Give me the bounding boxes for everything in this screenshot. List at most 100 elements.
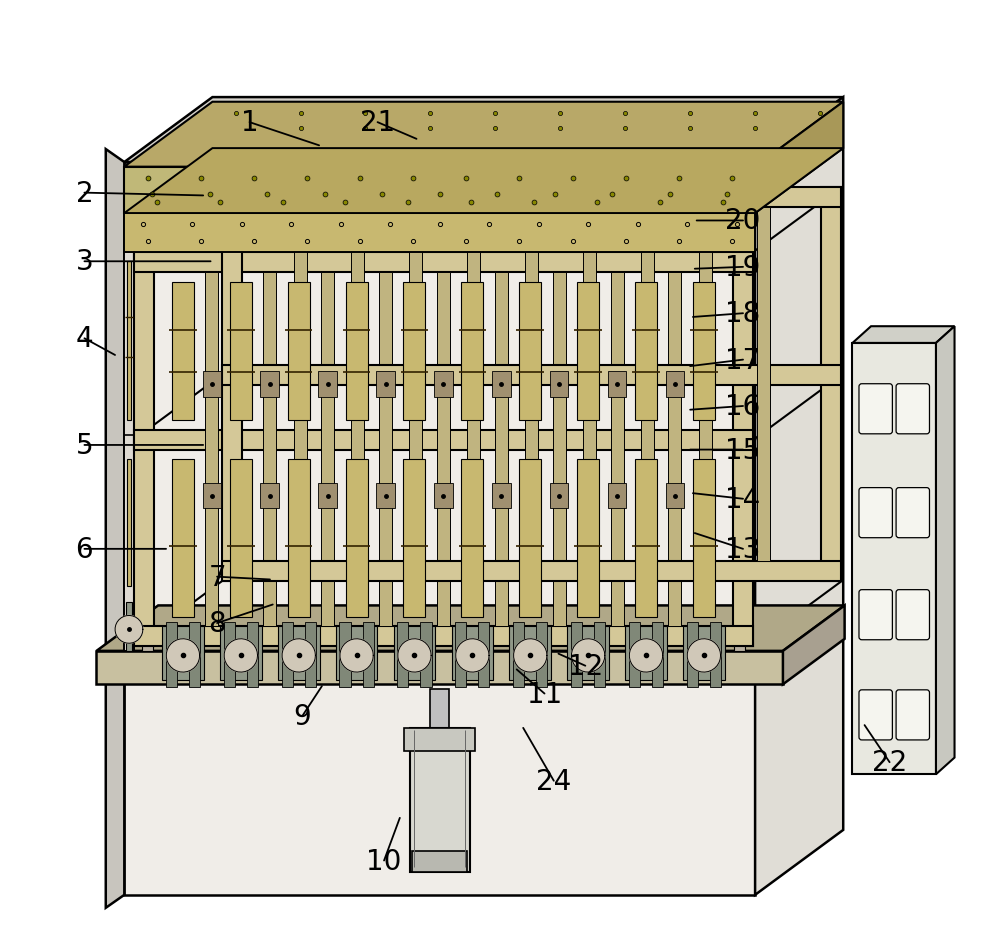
Polygon shape xyxy=(134,252,753,273)
Bar xyxy=(224,623,235,688)
Bar xyxy=(142,647,153,651)
Polygon shape xyxy=(346,282,368,421)
Bar xyxy=(165,647,176,651)
Polygon shape xyxy=(224,639,258,673)
Polygon shape xyxy=(577,460,599,617)
Polygon shape xyxy=(340,639,373,673)
Polygon shape xyxy=(134,626,753,647)
Bar xyxy=(305,623,316,688)
FancyBboxPatch shape xyxy=(859,384,892,434)
Polygon shape xyxy=(166,639,200,673)
FancyBboxPatch shape xyxy=(896,690,929,741)
Polygon shape xyxy=(495,273,508,626)
Polygon shape xyxy=(294,208,307,561)
Polygon shape xyxy=(699,208,712,561)
Bar xyxy=(625,626,667,680)
Text: 17: 17 xyxy=(725,346,761,374)
Polygon shape xyxy=(222,561,841,582)
Text: 4: 4 xyxy=(76,325,93,353)
Text: 19: 19 xyxy=(725,253,761,281)
Bar xyxy=(683,626,725,680)
Bar xyxy=(282,623,293,688)
Polygon shape xyxy=(783,606,845,685)
Polygon shape xyxy=(134,431,753,451)
Bar xyxy=(478,623,489,688)
Bar xyxy=(710,623,721,688)
Bar xyxy=(550,372,568,398)
Bar xyxy=(608,483,626,509)
Bar xyxy=(550,483,568,509)
Polygon shape xyxy=(611,273,624,626)
Polygon shape xyxy=(282,639,315,673)
Bar xyxy=(376,483,395,509)
Bar xyxy=(594,623,605,688)
Bar xyxy=(404,728,475,752)
Bar xyxy=(376,372,395,398)
Bar xyxy=(412,851,467,871)
Bar xyxy=(126,603,132,651)
Text: 18: 18 xyxy=(725,300,761,328)
Polygon shape xyxy=(124,167,755,213)
Polygon shape xyxy=(583,208,596,561)
Polygon shape xyxy=(321,273,334,626)
Bar xyxy=(608,372,626,398)
Text: 5: 5 xyxy=(76,432,93,459)
Text: 21: 21 xyxy=(360,109,395,137)
Bar xyxy=(166,623,177,688)
Text: 2: 2 xyxy=(76,179,93,208)
Polygon shape xyxy=(693,282,715,421)
Bar xyxy=(247,623,258,688)
Bar xyxy=(318,483,337,509)
Text: 1: 1 xyxy=(241,109,258,137)
Bar xyxy=(492,372,511,398)
Bar xyxy=(687,623,698,688)
Polygon shape xyxy=(936,327,955,774)
Polygon shape xyxy=(467,208,480,561)
Text: 10: 10 xyxy=(366,846,402,874)
Bar xyxy=(629,623,640,688)
Polygon shape xyxy=(461,460,483,617)
FancyBboxPatch shape xyxy=(859,690,892,741)
Text: 6: 6 xyxy=(76,535,93,563)
Polygon shape xyxy=(572,639,605,673)
Polygon shape xyxy=(222,366,841,386)
Bar xyxy=(452,626,493,680)
FancyBboxPatch shape xyxy=(859,590,892,640)
Polygon shape xyxy=(222,187,841,208)
Bar xyxy=(162,626,204,680)
Bar xyxy=(278,626,320,680)
Text: 16: 16 xyxy=(725,393,761,420)
Bar xyxy=(189,623,200,688)
Polygon shape xyxy=(437,273,450,626)
Polygon shape xyxy=(124,103,843,167)
Polygon shape xyxy=(124,98,843,162)
Polygon shape xyxy=(127,262,131,421)
Text: 3: 3 xyxy=(76,248,93,276)
Bar xyxy=(734,647,745,651)
Bar xyxy=(509,626,551,680)
Text: 14: 14 xyxy=(725,485,761,513)
Text: 11: 11 xyxy=(527,680,562,708)
Bar xyxy=(260,372,279,398)
Polygon shape xyxy=(629,639,663,673)
FancyBboxPatch shape xyxy=(859,488,892,538)
Bar xyxy=(571,623,582,688)
Polygon shape xyxy=(222,187,242,582)
FancyBboxPatch shape xyxy=(896,488,929,538)
Polygon shape xyxy=(757,208,770,561)
Text: 13: 13 xyxy=(725,535,761,563)
Bar xyxy=(394,626,435,680)
Bar xyxy=(420,623,432,688)
Polygon shape xyxy=(461,282,483,421)
Polygon shape xyxy=(230,282,252,421)
Polygon shape xyxy=(519,282,541,421)
Polygon shape xyxy=(514,639,547,673)
Bar xyxy=(666,372,684,398)
Polygon shape xyxy=(403,460,425,617)
Bar xyxy=(652,623,663,688)
Polygon shape xyxy=(693,460,715,617)
Polygon shape xyxy=(403,282,425,421)
Polygon shape xyxy=(127,460,131,586)
Bar xyxy=(455,623,466,688)
Polygon shape xyxy=(755,98,843,895)
